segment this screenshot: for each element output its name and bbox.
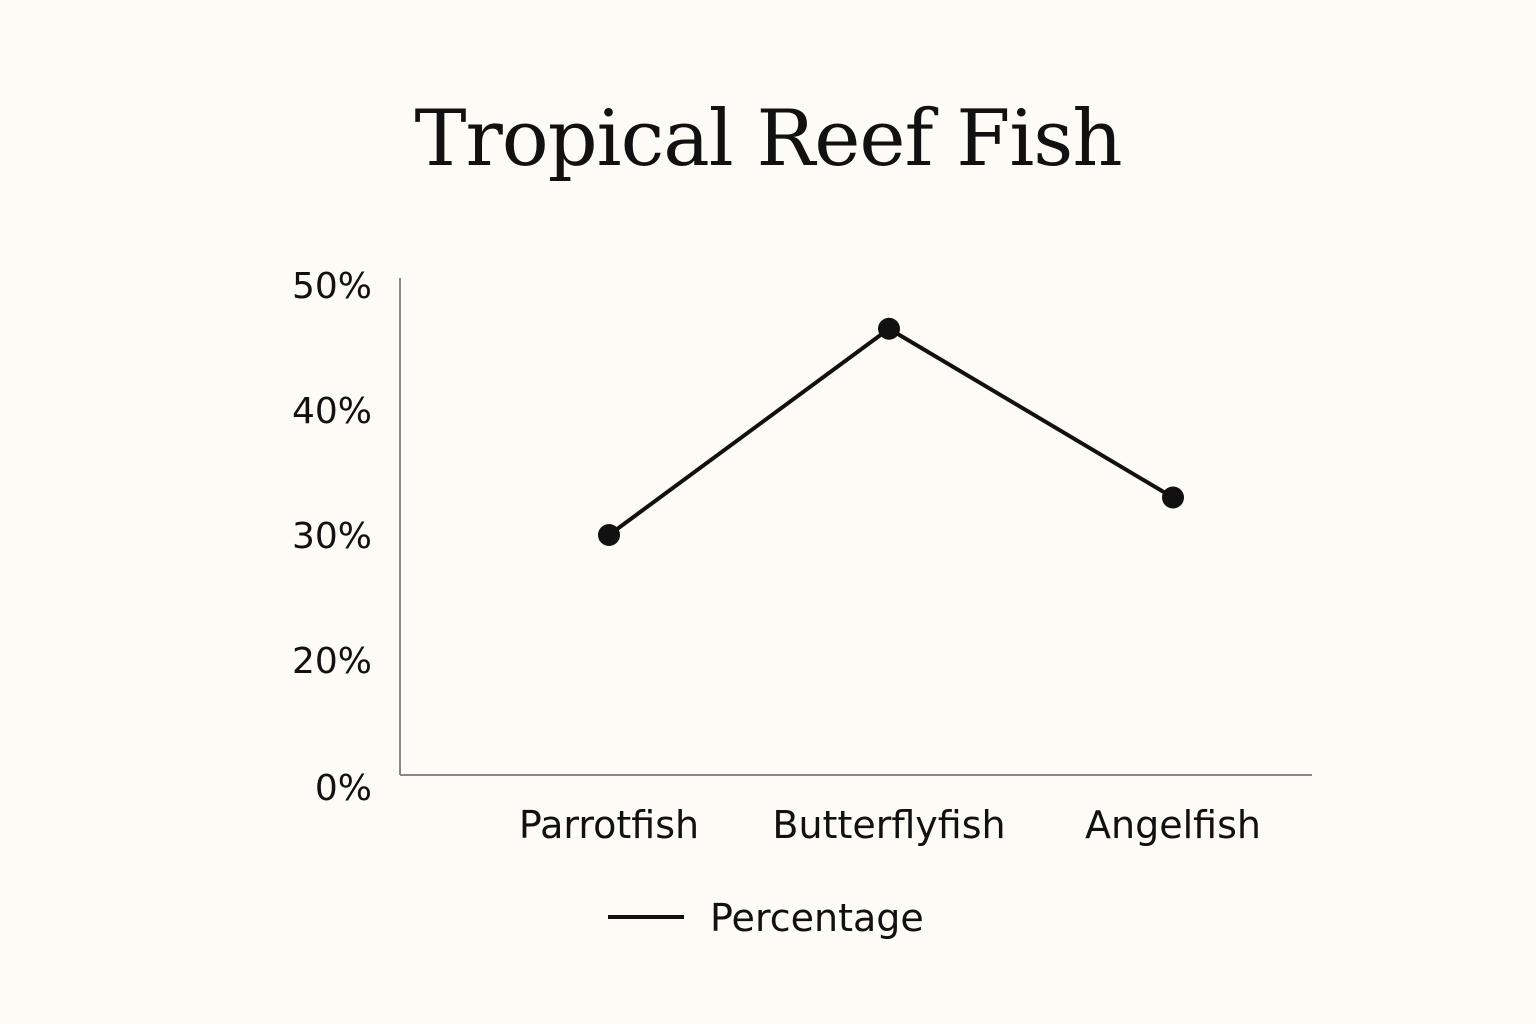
axes	[399, 278, 1312, 776]
series-line	[607, 326, 1175, 537]
data-point	[878, 317, 900, 340]
x-category-label: Butterflyfish	[772, 803, 1005, 847]
x-category-label: Angelfish	[1085, 803, 1261, 847]
y-tick-label: 50%	[292, 266, 372, 307]
y-tick-label: 30%	[292, 516, 372, 557]
y-tick-label: 40%	[292, 391, 372, 432]
chart-title: Tropical Reef Fish	[414, 94, 1122, 184]
legend: Percentage	[608, 896, 924, 940]
series-group	[598, 317, 1184, 546]
y-tick-label: 0%	[315, 768, 372, 809]
data-point	[598, 524, 620, 546]
x-category-label: Parrotfish	[519, 803, 699, 847]
y-axis-ticks: 0% 20% 30% 40% 50%	[292, 266, 372, 809]
y-tick-label: 20%	[292, 641, 372, 682]
data-point	[1162, 486, 1184, 509]
x-axis-labels: Parrotfish Butterflyfish Angelfish	[519, 803, 1261, 847]
legend-label: Percentage	[710, 896, 924, 940]
